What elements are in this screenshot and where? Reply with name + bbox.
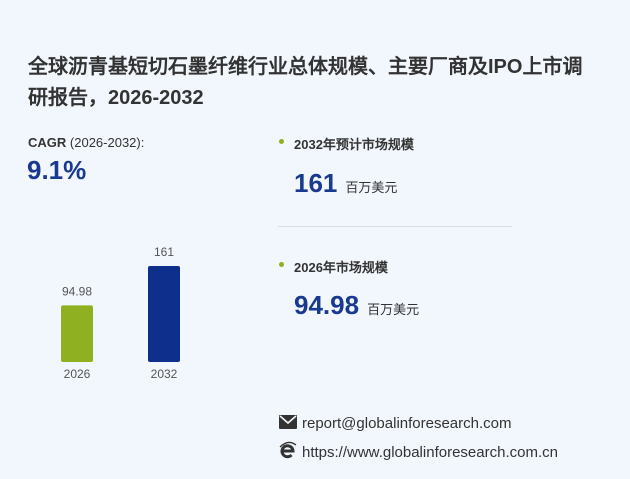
cagr-row: CAGR (2026-2032):	[28, 135, 144, 150]
stat-unit: 百万美元	[367, 302, 420, 317]
stat-value: 94.98	[294, 290, 360, 320]
stat-row: 161 百万美元	[294, 168, 397, 199]
stat-unit: 百万美元	[345, 180, 398, 195]
bar	[148, 266, 180, 362]
cagr-label: CAGR	[28, 135, 67, 150]
cagr-period: (2026-2032):	[69, 135, 145, 150]
x-tick-label: 2026	[64, 367, 91, 381]
value-label: 94.98	[62, 284, 92, 298]
x-tick-label: 2032	[151, 367, 178, 381]
bullet	[279, 262, 284, 267]
bar	[61, 305, 93, 362]
url: https://www.globalinforesearch.com.cn	[302, 444, 558, 461]
stat-label: 2026年市场规模	[294, 260, 388, 275]
web-icon	[279, 441, 297, 459]
stat-value: 161	[294, 168, 338, 198]
cagr-value: 9.1%	[27, 155, 87, 185]
stat-row: 94.98 百万美元	[294, 290, 419, 321]
stat-label: 2032年预计市场规模	[294, 137, 414, 152]
bullet	[279, 139, 284, 144]
title: 全球沥青基短切石墨纤维行业总体规模、主要厂商及IPO上市调研报告，2026-20…	[28, 56, 583, 109]
bar-chart: 94.98 2026 161 2032	[61, 245, 180, 381]
divider	[278, 226, 512, 227]
value-label: 161	[154, 245, 174, 259]
mail-icon	[279, 415, 297, 429]
email: report@globalinforesearch.com	[302, 415, 512, 432]
